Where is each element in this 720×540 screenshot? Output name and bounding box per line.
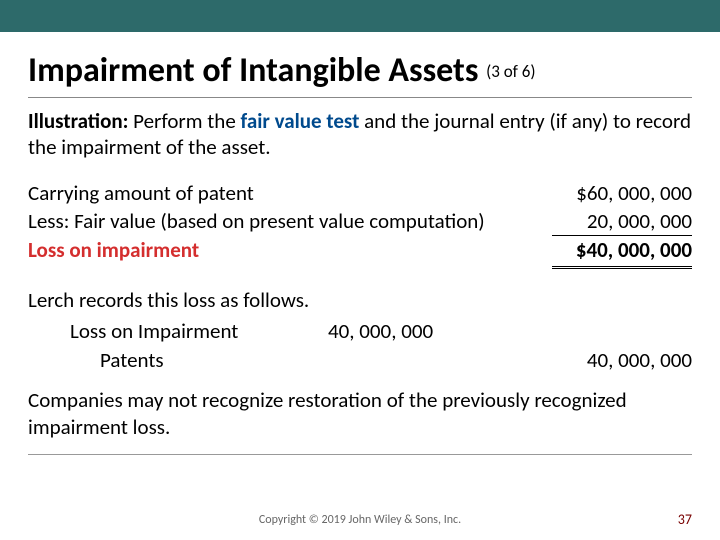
- je-credit-row: Patents 40, 000, 000: [28, 346, 692, 375]
- calc-result-value: $40, 000, 000: [552, 236, 692, 268]
- footer-divider: [28, 454, 692, 455]
- footer: Copyright © 2019 John Wiley & Sons, Inc.…: [0, 511, 720, 528]
- slide-content: Impairment of Intangible Assets (3 of 6)…: [0, 32, 720, 440]
- calc-value: 20, 000, 000: [552, 207, 692, 236]
- calc-result-row: Loss on impairment $40, 000, 000: [28, 236, 692, 268]
- je-debit-blank: [328, 346, 528, 375]
- top-bar: [0, 0, 720, 32]
- illustration-text: Illustration: Perform the fair value tes…: [28, 108, 692, 161]
- title-main: Impairment of Intangible Assets: [28, 50, 478, 91]
- title-count: (3 of 6): [486, 61, 535, 82]
- calc-result-label: Loss on impairment: [28, 236, 552, 268]
- je-credit-blank: [528, 317, 692, 346]
- illustration-lead: Illustration:: [28, 108, 128, 134]
- je-debit-amount: 40, 000, 000: [328, 317, 528, 346]
- calc-label: Less: Fair value (based on present value…: [28, 207, 552, 236]
- slide-title: Impairment of Intangible Assets (3 of 6): [28, 50, 692, 91]
- calculation-block: Carrying amount of patent $60, 000, 000 …: [28, 179, 692, 269]
- closing-note: Companies may not recognize restoration …: [28, 387, 692, 440]
- calc-value: $60, 000, 000: [552, 179, 692, 207]
- je-credit-account: Patents: [28, 346, 328, 375]
- illustration-pre: Perform the: [128, 108, 240, 134]
- je-debit-row: Loss on Impairment 40, 000, 000: [28, 317, 692, 346]
- page-number: 37: [662, 511, 692, 528]
- calc-row: Less: Fair value (based on present value…: [28, 207, 692, 236]
- record-intro: Lerch records this loss as follows.: [28, 287, 692, 313]
- calc-label: Carrying amount of patent: [28, 179, 552, 207]
- copyright-text: Copyright © 2019 John Wiley & Sons, Inc.: [58, 513, 662, 527]
- je-debit-account: Loss on Impairment: [28, 317, 328, 346]
- illustration-highlight: fair value test: [241, 108, 360, 134]
- title-divider: [28, 97, 692, 98]
- je-credit-amount: 40, 000, 000: [528, 346, 692, 375]
- journal-entry: Loss on Impairment 40, 000, 000 Patents …: [28, 317, 692, 376]
- calc-row: Carrying amount of patent $60, 000, 000: [28, 179, 692, 207]
